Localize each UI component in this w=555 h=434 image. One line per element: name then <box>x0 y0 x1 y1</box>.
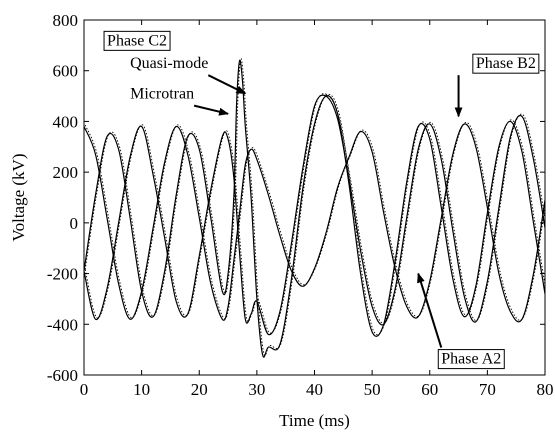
x-tick-label: 50 <box>364 380 381 399</box>
y-axis-label: Voltage (kV) <box>9 154 28 242</box>
y-tick-label: 0 <box>70 214 79 233</box>
annotation-label-quasi-mode: Quasi-mode <box>130 55 208 72</box>
y-tick-label: -400 <box>47 315 78 334</box>
x-tick-label: 40 <box>306 380 323 399</box>
annotation-microtran: Microtran <box>130 86 230 116</box>
x-tick-label: 20 <box>191 380 208 399</box>
series-line-phase-c2-microtran <box>84 59 545 358</box>
annotation-box-phase-c2 <box>103 30 171 51</box>
annotation-phase-c2: Phase C2 <box>103 30 171 51</box>
tick-layer: 0 10 20 30 40 50 60 70 80 -600 -400 -200 0 200 400 600 8… <box>47 11 554 399</box>
x-tick-label: 70 <box>479 380 496 399</box>
annotation-label-phase-c2: Phase C2 <box>107 32 167 49</box>
annotation-arrow-microtran <box>193 104 230 116</box>
series-layer <box>84 58 545 358</box>
series-line-phase-a2-quasi-mode <box>84 122 545 321</box>
series-line-phase-a2-microtran <box>84 123 545 323</box>
x-tick-label: 0 <box>80 380 89 399</box>
annotation-quasi-mode: Quasi-mode <box>130 55 247 95</box>
annotation-arrow-quasi-mode <box>207 74 247 95</box>
annotation-label-phase-a2: Phase A2 <box>441 351 501 368</box>
y-tick-label: 600 <box>53 62 79 81</box>
annotation-phase-a2: Phase A2 <box>417 272 505 370</box>
annotation-label-phase-b2: Phase B2 <box>476 55 536 72</box>
series-line-phase-b2-microtran <box>84 94 545 336</box>
annotation-label-microtran: Microtran <box>130 86 194 103</box>
y-tick-label: -600 <box>47 366 78 385</box>
y-tick-label: 800 <box>53 11 79 30</box>
y-tick-label: 400 <box>53 112 79 131</box>
x-axis-label: Time (ms) <box>279 411 350 430</box>
annotation-box-phase-a2 <box>437 349 505 370</box>
annotation-layer: Phase C2 Quasi-mode Microtran Phase B2 Phase… <box>103 30 540 370</box>
y-tick-label: -200 <box>47 265 78 284</box>
y-tick-label: 200 <box>53 163 79 182</box>
x-tick-label: 80 <box>537 380 554 399</box>
annotation-phase-b2: Phase B2 <box>454 53 540 118</box>
x-tick-label: 30 <box>248 380 265 399</box>
x-tick-label: 10 <box>133 380 150 399</box>
annotation-box-phase-b2 <box>472 53 540 74</box>
x-tick-label: 60 <box>421 380 438 399</box>
annotation-arrow-phase-a2 <box>417 272 443 348</box>
series-line-phase-b2-quasi-mode <box>84 93 545 334</box>
